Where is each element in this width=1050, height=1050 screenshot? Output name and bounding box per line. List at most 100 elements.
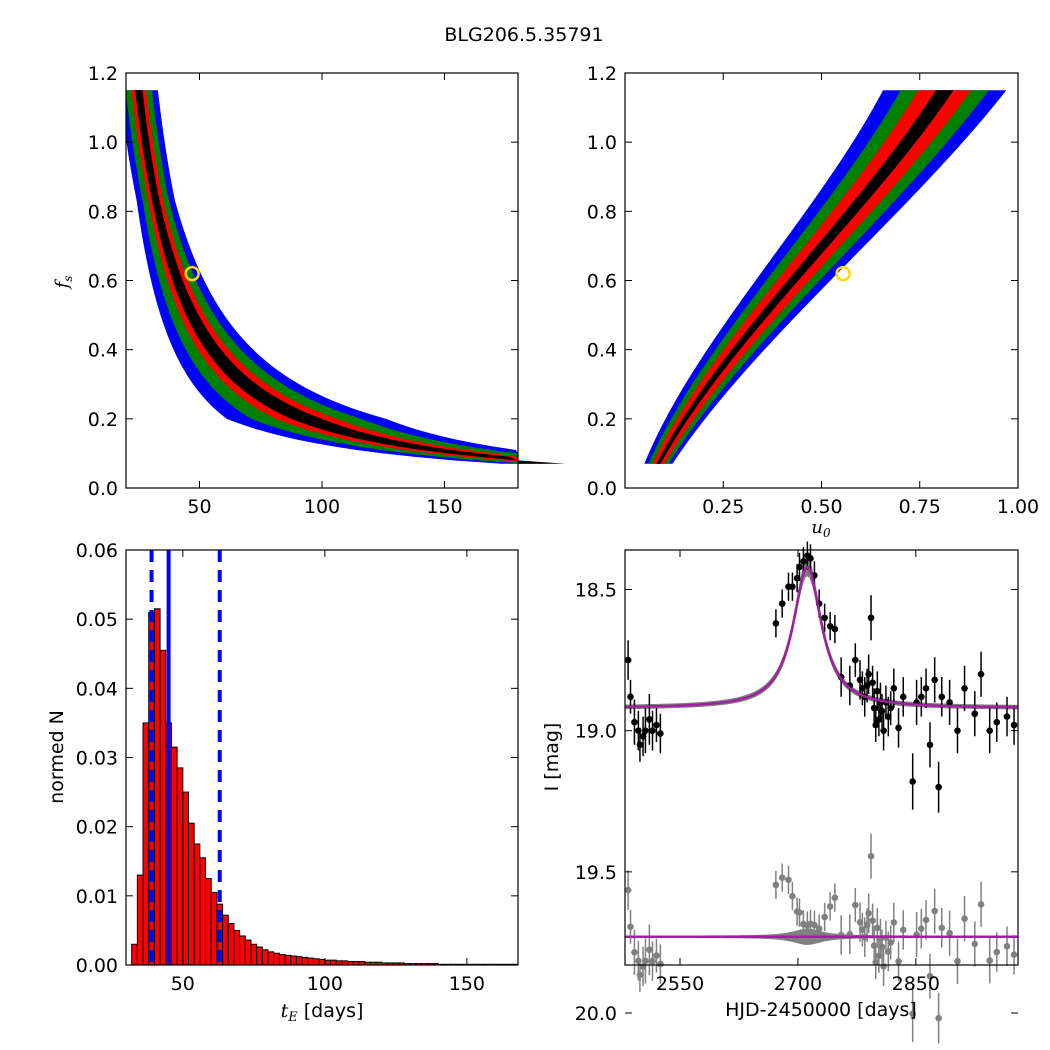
panel-light-curve-ylabel: I [mag] [541,723,563,792]
data-point [909,778,916,785]
panel-light-curve-ytick-label: 18.5 [575,580,617,602]
residual-point [938,924,946,932]
residual-point [899,926,907,934]
panel-tE-histogram-ytick-label: 0.04 [76,678,118,700]
histogram-bar [239,935,246,966]
residual-point [789,892,796,900]
data-point [631,718,638,726]
data-point [624,656,632,664]
panel-light-curve-ytick-label: 20.0 [575,1003,617,1025]
panel-tE-histogram-ytick-label: 0.01 [76,886,118,908]
data-point [946,699,953,706]
histogram-bar [159,649,167,966]
data-point [646,716,653,723]
model-curve [624,565,1019,709]
panel-fs-vs-tE-xtick-label: 50 [187,496,211,518]
data-point [890,685,898,692]
histogram-bar [153,608,161,966]
data-point [986,727,994,734]
data-point [918,693,925,701]
histogram-bar [318,958,326,966]
residual-point [931,907,938,915]
panel-fs-vs-u0-ytick-label: 1.2 [587,63,617,85]
data-point [851,656,859,664]
panel-light-curve: 2550 2700 2850 18.5 19.0 19.5 20.0 HJD-2450000… [541,541,1019,1044]
data-point [636,741,644,749]
panel-light-curve-xlabel: HJD-2450000 [days] [725,999,917,1021]
histogram-bar [170,746,178,966]
residual-point [922,916,930,924]
residual-point [653,952,660,959]
panel-tE-histogram-xlabel: tE [days] [281,1000,364,1025]
histogram-bar [182,791,189,966]
data-point [1003,713,1011,720]
histogram-bar [136,874,144,966]
panel-fs-vs-u0-sigma2-region [648,90,989,464]
residual-point [649,957,656,965]
residual-point [869,917,876,924]
panel-fs-vs-u0-best-fit-marker [835,265,851,282]
panel-fs-vs-u0-ytick-label: 1.0 [587,132,617,154]
data-point [642,727,649,734]
data-point [931,676,938,684]
histogram-bar [312,958,320,966]
residual-point [926,972,934,980]
panel-fs-vs-tE-xtick-label: 100 [304,496,340,518]
panel-light-curve-ytick-label: 19.0 [575,721,617,743]
panel-fs-vs-u0-best-chain [656,90,954,464]
histogram-bar [205,878,212,966]
data-point [895,724,902,732]
histogram-bar [295,956,303,966]
histogram-bar [199,857,207,966]
residual-point [887,939,894,946]
panel-fs-vs-u0-ytick-label: 0.0 [587,478,617,500]
panel-fs-vs-tE-ytick-label: 0.6 [88,271,118,293]
histogram-bar [341,960,349,966]
residual-point [785,876,792,884]
data-point [961,685,968,692]
residual-point [874,924,881,932]
data-point [789,583,796,591]
data-point [657,730,664,737]
data-point [869,679,876,686]
histogram-bar [187,822,195,966]
residual-point [954,957,961,965]
residual-point [890,919,898,926]
residual-point [867,852,875,860]
residual-point [826,903,834,910]
residual-point [646,946,653,954]
panel-tE-histogram-ylabel: normed N [46,710,68,804]
residual-point [880,962,887,970]
panel-tE-histogram-ytick-label: 0.02 [76,817,118,839]
panel-light-curve-xtick-label: 2550 [656,973,704,995]
residual-point [811,921,818,929]
histogram-bar [193,843,201,966]
histogram-bar [244,939,252,966]
histogram-bar [330,959,337,966]
histogram-bar [284,954,292,966]
residual-point [986,957,994,964]
panel-tE-histogram-xtick-label: 100 [307,973,343,995]
panel-fs-vs-tE-ytick-label: 0.2 [88,409,118,431]
histogram-bar [142,722,150,966]
histogram-bar [301,956,309,966]
residual-point [1010,951,1018,958]
data-point [772,620,780,627]
histogram-bar [290,955,297,966]
panel-fs-vs-tE-ytick-label: 0.0 [88,478,118,500]
residual-point [935,1014,942,1022]
panel-light-curve-frame [624,549,1019,966]
data-point [935,783,942,791]
panel-fs-vs-u0-ytick-label: 0.2 [587,409,617,431]
data-point [821,614,828,622]
residual-point [851,901,859,909]
histogram-bar [324,959,332,966]
residual-point [636,971,644,979]
histogram-bar [273,952,280,966]
panel-fs-vs-u0-sigma1-region [652,90,972,464]
panel-fs-vs-tE-ytick-label: 1.0 [88,132,118,154]
histogram-bar [131,943,138,966]
residual-point [642,957,649,965]
data-point [874,687,881,695]
residual-point [627,923,634,931]
